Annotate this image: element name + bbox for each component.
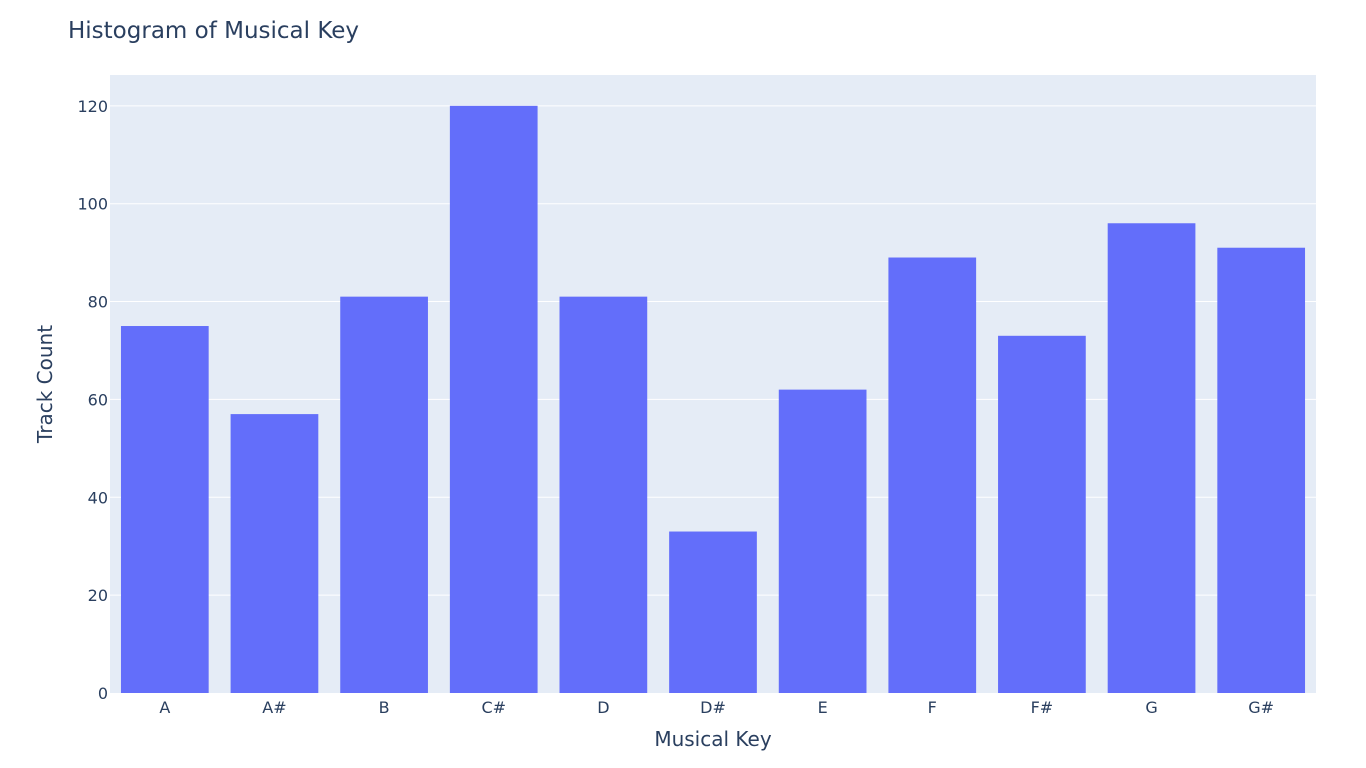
x-tick-label: G#	[1248, 698, 1274, 717]
y-tick-label: 80	[88, 293, 108, 312]
y-tick-label: 20	[88, 586, 108, 605]
y-tick-label: 60	[88, 390, 108, 409]
x-tick-label: F	[928, 698, 937, 717]
x-tick-label: A	[159, 698, 170, 717]
x-tick-label: D#	[700, 698, 726, 717]
x-axis-ticks: A A# B C# D D# E F F# G G#	[159, 698, 1274, 717]
y-tick-label: 0	[98, 684, 108, 703]
bar[interactable]	[230, 414, 319, 693]
bar[interactable]	[1107, 223, 1196, 693]
bars	[120, 105, 1306, 694]
bar[interactable]	[998, 335, 1086, 693]
x-tick-label: D	[597, 698, 609, 717]
y-tick-label: 40	[88, 488, 108, 507]
y-axis-title: Track Count	[33, 325, 57, 444]
x-tick-label: E	[818, 698, 828, 717]
bar[interactable]	[120, 326, 209, 693]
bar[interactable]	[778, 389, 867, 693]
bar[interactable]	[669, 531, 757, 693]
bar[interactable]	[888, 257, 977, 693]
x-tick-label: B	[379, 698, 390, 717]
bar[interactable]	[449, 105, 538, 694]
x-tick-label: A#	[262, 698, 286, 717]
bar[interactable]	[1217, 247, 1306, 693]
bar[interactable]	[340, 296, 428, 693]
bar[interactable]	[559, 296, 648, 693]
x-tick-label: G	[1145, 698, 1157, 717]
y-tick-label: 120	[77, 97, 108, 116]
y-tick-label: 100	[77, 195, 108, 214]
chart-title: Histogram of Musical Key	[68, 18, 359, 44]
x-tick-label: C#	[481, 698, 506, 717]
y-axis-ticks: 0 20 40 60 80 100 120	[77, 97, 108, 703]
x-tick-label: F#	[1031, 698, 1054, 717]
x-axis-title: Musical Key	[654, 727, 771, 751]
